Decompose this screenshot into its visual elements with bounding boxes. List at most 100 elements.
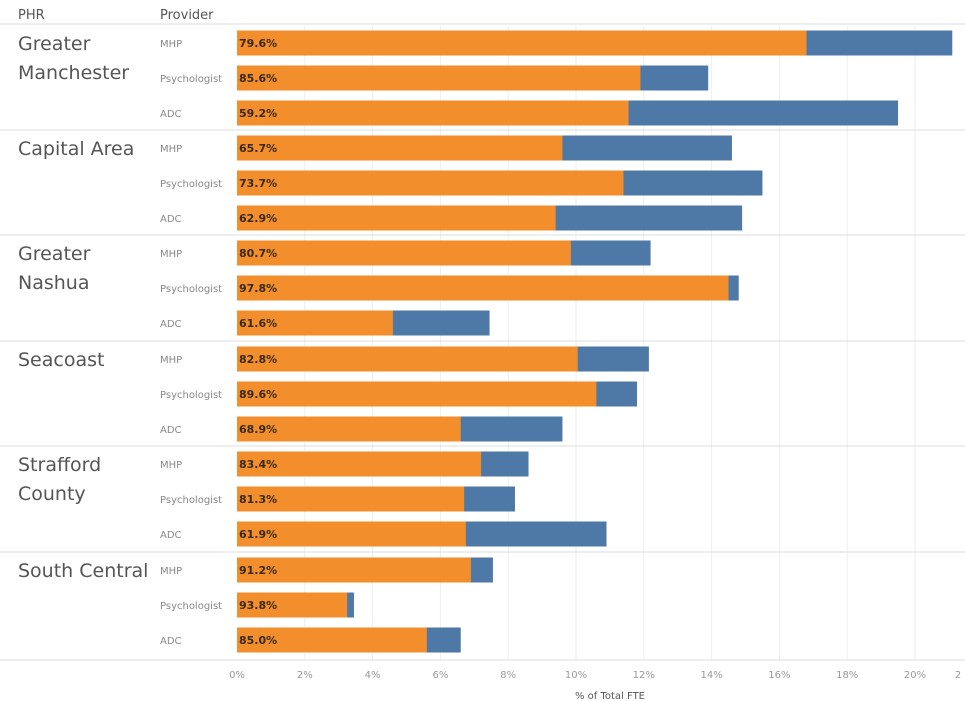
table-row: Psychologist 81.3%	[160, 486, 515, 512]
bar-share	[237, 346, 578, 372]
data-label: 93.8%	[239, 599, 277, 612]
data-label: 61.6%	[239, 317, 277, 330]
x-axis: 0% 2% 4% 6% 8% 10% 12% 14% 16% 18% 20% 2	[229, 670, 961, 681]
data-label: 85.6%	[239, 72, 277, 85]
provider-label: ADC	[160, 109, 182, 120]
bar-share	[237, 557, 471, 583]
table-row: MHP 65.7%	[160, 135, 732, 161]
provider-column-header: Provider	[160, 8, 214, 23]
bar-share	[237, 135, 563, 161]
region-group: Greater Manchester MHP 79.6% Psychologist 85.…	[0, 30, 965, 131]
table-row: ADC 62.9%	[160, 205, 743, 231]
x-tick-label: 10%	[565, 670, 587, 681]
table-row: Psychologist 85.6%	[160, 65, 709, 91]
provider-label: ADC	[160, 530, 182, 541]
table-row: Psychologist 97.8%	[160, 275, 739, 301]
region-label: South Central	[18, 560, 148, 582]
bar-share	[237, 451, 482, 477]
region-group: Capital Area MHP 65.7% Psychologist 73.7% ADC…	[0, 135, 965, 236]
provider-label: Psychologist	[160, 74, 222, 85]
data-label: 80.7%	[239, 247, 277, 260]
x-tick-label: 2	[955, 670, 961, 681]
provider-label: MHP	[160, 566, 182, 577]
x-tick-label: 6%	[432, 670, 448, 681]
x-tick-label: 2%	[297, 670, 313, 681]
table-row: MHP 83.4%	[160, 451, 529, 477]
bar-share	[237, 521, 466, 547]
chart-rows: Greater Manchester MHP 79.6% Psychologist 85.…	[0, 30, 965, 661]
gridlines	[304, 26, 916, 660]
x-tick-label: 18%	[836, 670, 858, 681]
provider-label: MHP	[160, 355, 182, 366]
x-tick-label: 20%	[904, 670, 926, 681]
table-row: MHP 80.7%	[160, 240, 651, 266]
bar-share	[237, 275, 729, 301]
x-tick-label: 12%	[633, 670, 655, 681]
data-label: 85.0%	[239, 634, 277, 647]
table-row: Psychologist 93.8%	[160, 592, 354, 618]
provider-label: ADC	[160, 214, 182, 225]
bar-share	[237, 310, 393, 336]
data-label: 73.7%	[239, 177, 277, 190]
table-row: ADC 61.6%	[160, 310, 490, 336]
region-label: Strafford County	[18, 454, 101, 505]
table-row: Psychologist 73.7%	[160, 170, 763, 196]
provider-label: MHP	[160, 249, 182, 260]
provider-label: Psychologist	[160, 179, 222, 190]
provider-label: Psychologist	[160, 495, 222, 506]
bar-share	[237, 486, 465, 512]
table-row: ADC 68.9%	[160, 416, 563, 442]
data-label: 81.3%	[239, 493, 277, 506]
data-label: 91.2%	[239, 564, 277, 577]
bar-share	[237, 205, 556, 231]
data-label: 59.2%	[239, 107, 277, 120]
bar-share	[237, 100, 629, 126]
provider-label: Psychologist	[160, 284, 222, 295]
bar-share	[237, 65, 641, 91]
bar-share	[237, 170, 624, 196]
x-axis-title: % of Total FTE	[575, 691, 645, 701]
provider-label: ADC	[160, 319, 182, 330]
table-row: ADC 59.2%	[160, 100, 899, 126]
phr-column-header: PHR	[18, 8, 45, 23]
region-label: Greater Nashua	[18, 243, 91, 294]
table-row: MHP 91.2%	[160, 557, 493, 583]
bar-share	[237, 627, 427, 653]
bar-share	[237, 592, 348, 618]
provider-label: MHP	[160, 460, 182, 471]
table-row: MHP 79.6%	[160, 30, 953, 56]
table-row: ADC 61.9%	[160, 521, 607, 547]
data-label: 89.6%	[239, 388, 277, 401]
bar-share	[237, 381, 597, 407]
region-label: Capital Area	[18, 138, 134, 160]
data-label: 83.4%	[239, 458, 277, 471]
table-row: Psychologist 89.6%	[160, 381, 638, 407]
region-group: Seacoast MHP 82.8% Psychologist 89.6% ADC 68.9…	[0, 346, 965, 447]
region-group: South Central MHP 91.2% Psychologist 93.8% AD…	[0, 557, 965, 661]
x-tick-label: 16%	[768, 670, 790, 681]
provider-label: MHP	[160, 39, 182, 50]
region-label: Greater Manchester	[18, 33, 129, 84]
provider-label: ADC	[160, 636, 182, 647]
data-label: 68.9%	[239, 423, 277, 436]
region-group: Strafford County MHP 83.4% Psychologist 81.3%…	[0, 451, 965, 553]
data-label: 97.8%	[239, 282, 277, 295]
data-label: 82.8%	[239, 353, 277, 366]
data-label: 65.7%	[239, 142, 277, 155]
provider-label: Psychologist	[160, 601, 222, 612]
table-row: MHP 82.8%	[160, 346, 649, 372]
x-tick-label: 0%	[229, 670, 245, 681]
data-label: 79.6%	[239, 37, 277, 50]
bar-share	[237, 240, 571, 266]
x-tick-label: 14%	[700, 670, 722, 681]
provider-label: Psychologist	[160, 390, 222, 401]
provider-label: MHP	[160, 144, 182, 155]
x-tick-label: 8%	[500, 670, 516, 681]
bar-share	[237, 30, 807, 56]
data-label: 62.9%	[239, 212, 277, 225]
region-label: Seacoast	[18, 349, 104, 371]
table-row: ADC 85.0%	[160, 627, 461, 653]
bar-share	[237, 416, 461, 442]
region-group: Greater Nashua MHP 80.7% Psychologist 97.8% AD…	[0, 240, 965, 342]
